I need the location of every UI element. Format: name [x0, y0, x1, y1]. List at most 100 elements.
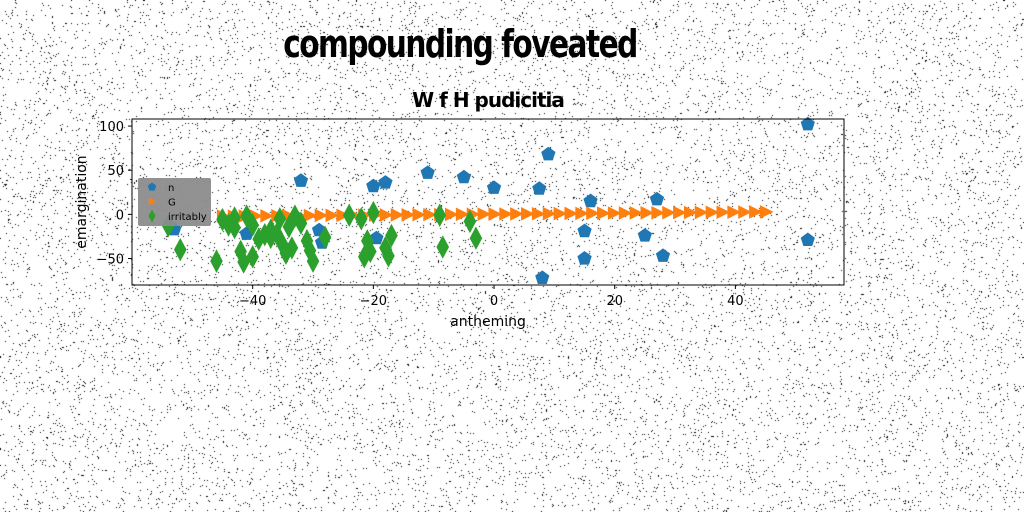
point-G-36: [607, 206, 622, 220]
point-irritably-11: [258, 222, 272, 247]
point-G-15: [379, 208, 394, 222]
point-G-35: [597, 206, 611, 221]
y-axis-label: emargination: [74, 155, 90, 248]
point-irritably-3: [216, 207, 229, 232]
point-n-9: [583, 193, 598, 208]
point-G-40: [651, 205, 665, 220]
point-n-16: [800, 116, 815, 131]
point-irritably-25: [342, 203, 356, 227]
point-G-18: [412, 207, 427, 222]
x-tick-label-3: 20: [606, 294, 623, 309]
point-G-38: [629, 206, 644, 220]
legend-label-irritably: irritably: [168, 212, 207, 223]
point-irritably-35: [436, 235, 450, 259]
point-G-22: [455, 207, 470, 222]
y-axis-ticks: −50 0 50 100: [97, 120, 132, 268]
point-irritably-24: [318, 225, 332, 250]
point-G-49: [749, 205, 763, 219]
point-n-10: [577, 223, 592, 238]
point-G-26: [499, 207, 513, 221]
point-irritably-20: [294, 211, 308, 235]
point-G-25: [488, 207, 503, 221]
point-G-32: [564, 206, 579, 221]
y-tick-label-2: 50: [107, 164, 124, 179]
point-n-7: [532, 181, 547, 195]
series-n: [167, 116, 815, 284]
point-irritably-32: [382, 244, 395, 268]
point-irritably-28: [361, 229, 374, 253]
point-irritably-10: [252, 227, 266, 251]
point-n-14: [649, 191, 665, 206]
point-G-33: [575, 206, 589, 221]
point-irritably-29: [364, 239, 377, 264]
point-n-2: [366, 178, 381, 193]
point-G-30: [542, 206, 557, 221]
point-G-9: [314, 208, 329, 223]
point-G-21: [444, 207, 459, 222]
legend-marker-G: [148, 197, 157, 206]
point-G-31: [553, 206, 568, 221]
y-tick-label-1: 0: [116, 208, 124, 223]
point-G-10: [325, 208, 340, 223]
point-G-48: [738, 205, 752, 219]
point-G-16: [390, 208, 405, 222]
point-n-8: [541, 146, 556, 161]
point-G-17: [401, 208, 416, 222]
x-axis-ticks: −40 −20 0 20 40: [239, 285, 744, 309]
point-irritably-33: [385, 223, 398, 248]
point-G-29: [531, 206, 546, 221]
point-G-43: [683, 205, 698, 220]
point-irritably-18: [285, 236, 299, 260]
point-G-34: [586, 206, 600, 221]
figure-suptitle: compounding foveated: [283, 22, 638, 66]
point-irritably-26: [354, 207, 368, 231]
point-irritably-13: [270, 222, 284, 246]
point-irritably-36: [463, 209, 477, 234]
point-irritably-14: [273, 207, 287, 231]
x-tick-label-0: −40: [239, 294, 266, 309]
chart-marks: [161, 116, 815, 284]
x-axis-label: antheming: [450, 314, 526, 330]
point-irritably-4: [222, 213, 235, 237]
y-tick-label-0: −50: [97, 253, 124, 268]
point-G-41: [662, 205, 676, 220]
point-n-15: [655, 248, 671, 262]
point-irritably-8: [240, 204, 253, 228]
point-G-24: [477, 207, 492, 221]
point-irritably-17: [282, 215, 296, 239]
point-irritably-19: [288, 204, 302, 228]
point-G-4: [260, 209, 274, 223]
point-G-50: [759, 205, 774, 219]
point-irritably-15: [276, 233, 290, 257]
point-G-39: [640, 206, 655, 220]
point-n-1: [293, 173, 309, 187]
point-G-28: [521, 207, 535, 221]
point-n-5: [456, 169, 471, 184]
point-G-44: [694, 205, 709, 220]
point-n-12: [535, 270, 550, 284]
point-G-47: [727, 205, 741, 219]
legend-marker-n: [147, 182, 157, 191]
point-irritably-37: [469, 226, 483, 250]
point-G-8: [303, 208, 318, 223]
x-tick-label-4: 40: [727, 294, 744, 309]
point-n-6: [486, 180, 502, 194]
axes-title: W f H pudicitia: [412, 88, 565, 112]
plot-frame: [131, 118, 845, 286]
point-G-37: [618, 206, 633, 220]
point-G-46: [716, 205, 731, 220]
point-irritably-30: [367, 200, 380, 225]
legend-marker-irritably: [148, 209, 156, 223]
point-G-45: [705, 205, 720, 220]
legend-box: [138, 178, 211, 226]
point-irritably-34: [433, 203, 447, 227]
legend-label-n: n: [168, 183, 174, 194]
point-irritably-38: [246, 245, 259, 269]
point-n-17: [800, 232, 815, 246]
legend-label-G: G: [168, 198, 176, 209]
point-n-4: [420, 165, 435, 179]
y-tick-label-3: 100: [99, 120, 124, 135]
point-G-27: [510, 207, 524, 221]
